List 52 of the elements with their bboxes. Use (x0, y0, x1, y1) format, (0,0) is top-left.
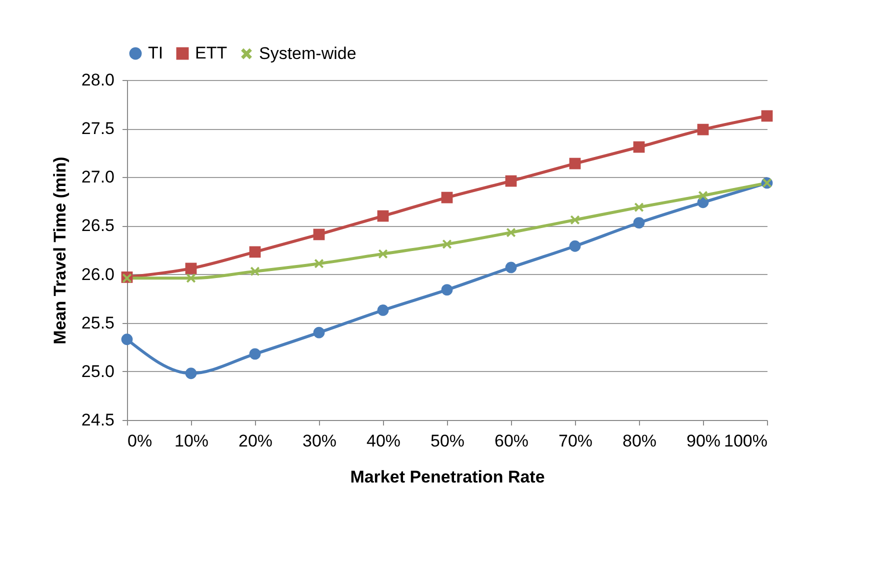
point (185, 262, 197, 274)
point (442, 240, 452, 249)
point (313, 326, 325, 338)
point (506, 228, 516, 238)
point (505, 175, 517, 187)
point (121, 334, 133, 346)
y-tick-label: 27.0 (81, 168, 114, 187)
point (441, 192, 453, 204)
x-tick-label: 0% (128, 432, 152, 450)
y-tick-label: 25.5 (81, 313, 114, 332)
point (634, 202, 644, 212)
point (250, 266, 260, 276)
x-tick-label: 100% (724, 432, 768, 450)
point (377, 210, 389, 222)
point (569, 158, 581, 170)
point (441, 284, 453, 296)
y-axis-title: Mean Travel Time (min) (50, 156, 70, 344)
point (186, 274, 196, 283)
y-tick-label: 28.0 (81, 70, 114, 90)
point (505, 262, 517, 274)
x-tick-label: 30% (302, 432, 337, 450)
y-tick-label: 26.0 (81, 264, 114, 284)
point (633, 141, 645, 153)
y-tick-label: 26.5 (81, 216, 114, 236)
x-tick-label: 50% (430, 432, 465, 450)
point (313, 228, 325, 240)
x-tick-label: 70% (558, 432, 593, 450)
point (314, 259, 324, 268)
point (377, 304, 389, 316)
point (697, 124, 709, 136)
point (378, 249, 388, 258)
point (249, 246, 261, 258)
x-tick-label: 60% (494, 432, 529, 450)
y-tick-label: 25.0 (81, 362, 114, 381)
point (185, 368, 197, 380)
point (761, 110, 773, 122)
legend-label: TI (148, 44, 164, 63)
point (569, 240, 581, 252)
point (698, 191, 708, 200)
legend-label: System-wide (259, 44, 356, 63)
y-tick-label: 24.5 (81, 410, 114, 430)
y-tick-label: 27.5 (81, 119, 114, 138)
x-axis-title: Market Penetration Rate (350, 468, 545, 486)
point (570, 215, 580, 224)
legend-label: ETT (195, 44, 228, 63)
x-tick-label: 10% (174, 432, 209, 450)
x-tick-label: 20% (238, 432, 273, 450)
point (249, 348, 261, 360)
x-tick-label: 80% (622, 432, 657, 450)
x-tick-label: 40% (366, 432, 401, 450)
x-tick-label: 90% (686, 432, 721, 450)
point (633, 217, 645, 228)
